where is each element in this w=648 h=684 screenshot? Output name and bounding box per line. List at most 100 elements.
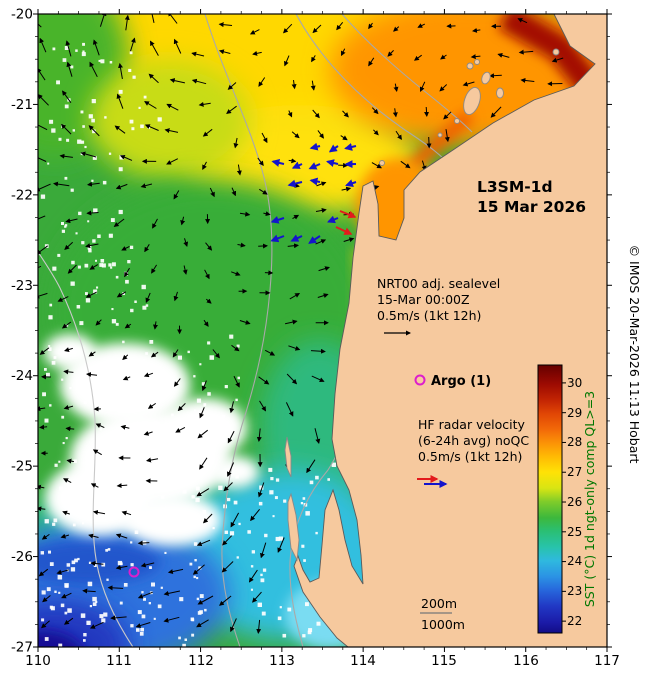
current-vector xyxy=(63,404,74,410)
no-data-speckle xyxy=(145,304,149,307)
current-vector xyxy=(212,349,220,359)
current-vector xyxy=(340,135,348,141)
current-vector xyxy=(368,22,374,30)
no-data-speckle xyxy=(199,363,202,366)
current-vector xyxy=(65,40,72,57)
current-vector xyxy=(116,93,124,109)
no-data-speckle xyxy=(98,59,101,62)
current-vector xyxy=(150,351,159,358)
hf-radar-vector xyxy=(270,234,285,243)
current-vector xyxy=(233,137,239,149)
no-data-speckle xyxy=(95,259,97,262)
sst-blob xyxy=(90,60,250,180)
no-data-speckle xyxy=(118,167,123,172)
current-vector xyxy=(38,124,48,131)
current-vector xyxy=(311,55,316,63)
current-vector xyxy=(38,406,46,412)
current-vector xyxy=(490,106,502,118)
current-vector xyxy=(152,218,158,229)
current-vector xyxy=(203,513,213,524)
no-data-speckle xyxy=(104,116,107,119)
no-data-speckle xyxy=(187,350,190,354)
no-data-speckle xyxy=(98,379,102,383)
current-vector xyxy=(144,244,150,253)
no-data-speckle xyxy=(127,260,131,264)
no-data-speckle xyxy=(182,643,186,647)
current-vector xyxy=(231,187,237,197)
no-data-speckle xyxy=(204,608,207,612)
colorbar-frame xyxy=(537,364,563,634)
current-vector xyxy=(315,207,327,213)
hf-radar-vector xyxy=(270,216,285,224)
no-data-speckle xyxy=(58,460,61,463)
no-data-speckle xyxy=(157,443,161,447)
no-data-speckle xyxy=(66,563,71,567)
no-data-speckle xyxy=(139,632,144,636)
current-vector xyxy=(167,14,178,24)
no-data-speckle xyxy=(130,624,134,628)
no-data-speckle xyxy=(77,265,81,269)
no-data-speckle xyxy=(195,497,200,503)
no-data-speckle xyxy=(168,441,172,445)
current-vector xyxy=(199,407,205,419)
current-vector xyxy=(41,533,50,540)
no-data-speckle xyxy=(108,233,113,238)
current-vector xyxy=(120,424,130,430)
island xyxy=(496,87,504,99)
no-data-speckle xyxy=(62,58,67,62)
no-data-patch xyxy=(211,456,259,488)
current-vector xyxy=(312,109,320,119)
current-vector xyxy=(310,80,316,91)
current-vector xyxy=(137,540,150,546)
current-vector xyxy=(173,378,181,387)
current-vector xyxy=(439,84,448,92)
current-vector xyxy=(440,54,447,60)
no-data-speckle xyxy=(227,497,231,502)
current-vector xyxy=(65,426,75,432)
no-data-speckle xyxy=(85,387,89,392)
no-data-speckle xyxy=(235,475,239,479)
current-vector xyxy=(107,585,124,591)
current-vector xyxy=(86,210,99,216)
no-data-speckle xyxy=(201,382,206,386)
no-data-speckle xyxy=(52,47,56,51)
no-data-speckle xyxy=(93,208,98,213)
no-data-speckle xyxy=(207,341,211,345)
current-vector xyxy=(114,125,126,134)
no-data-speckle xyxy=(193,375,196,378)
no-data-speckle xyxy=(262,568,267,572)
no-data-speckle xyxy=(196,577,199,580)
no-data-speckle xyxy=(52,266,57,271)
current-vector xyxy=(38,23,42,28)
no-data-speckle xyxy=(111,390,116,395)
no-data-speckle xyxy=(58,137,62,141)
no-data-speckle xyxy=(77,139,82,144)
current-vector xyxy=(227,82,237,90)
current-vector xyxy=(317,293,329,298)
current-vector xyxy=(113,218,125,228)
no-data-speckle xyxy=(269,490,274,495)
current-vector xyxy=(314,428,321,444)
no-data-speckle xyxy=(119,601,123,605)
current-vector xyxy=(470,54,481,60)
no-data-speckle xyxy=(134,300,137,303)
no-data-speckle xyxy=(84,263,89,268)
no-data-speckle xyxy=(258,501,263,506)
current-vector xyxy=(151,264,158,274)
current-vector xyxy=(59,153,73,159)
colorbar-tick-label: 26 xyxy=(567,495,582,509)
no-data-speckle xyxy=(250,565,254,568)
y-tick-label: -25 xyxy=(11,459,33,475)
no-data-speckle xyxy=(301,544,305,548)
no-data-speckle xyxy=(123,583,128,587)
no-data-speckle xyxy=(71,560,76,565)
current-vector xyxy=(38,265,42,269)
colorbar-tick-label: 27 xyxy=(567,465,582,479)
no-data-speckle xyxy=(140,627,144,632)
no-data-speckle xyxy=(159,365,162,369)
current-vector xyxy=(64,241,74,250)
current-vector xyxy=(310,348,326,354)
island xyxy=(463,87,481,115)
no-data-speckle xyxy=(42,392,46,397)
